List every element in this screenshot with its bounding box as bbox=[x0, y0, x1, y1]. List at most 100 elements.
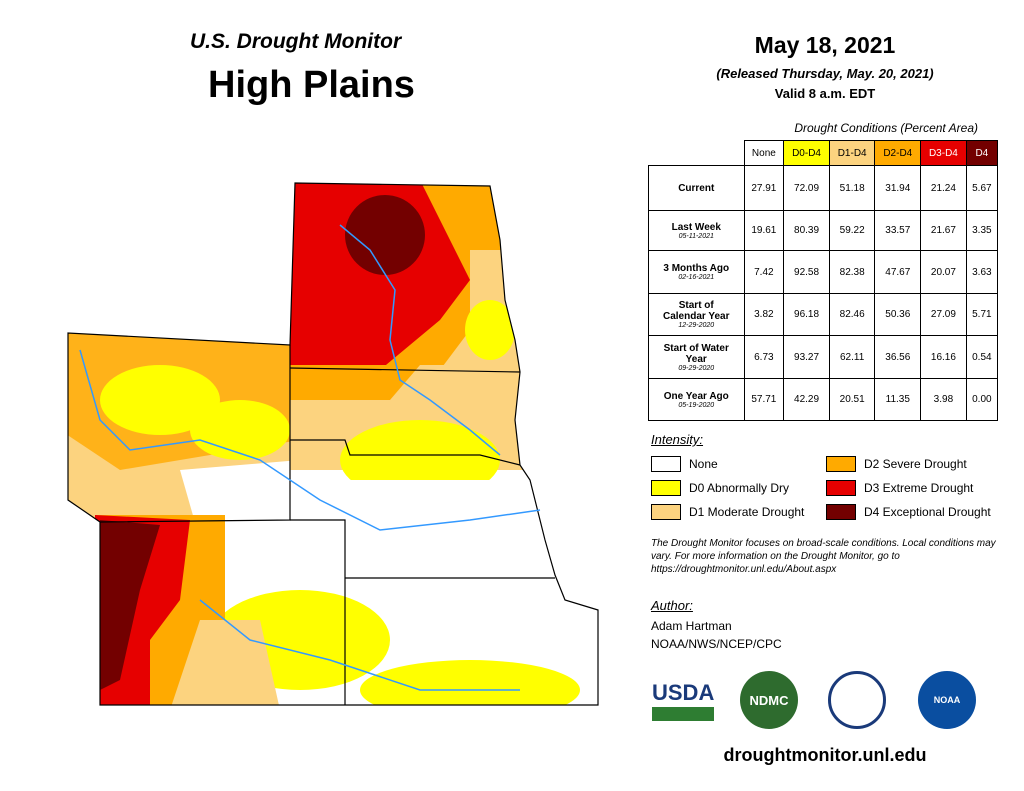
doc-logo bbox=[828, 671, 886, 729]
value-cell: 62.11 bbox=[828, 335, 876, 379]
row-sublabel: 12-29-2020 bbox=[678, 322, 715, 329]
value-cell: 5.67 bbox=[965, 165, 999, 211]
legend-label: D2 Severe Drought bbox=[864, 457, 967, 471]
row-sublabel: 05-19-2020 bbox=[678, 401, 715, 409]
value-cell: 20.07 bbox=[920, 250, 967, 294]
row-label: Current bbox=[648, 165, 745, 211]
value-cell: 96.18 bbox=[783, 293, 830, 336]
row-sublabel: 09-29-2020 bbox=[678, 364, 715, 372]
value-cell: 57.71 bbox=[743, 378, 785, 421]
value-cell: 47.67 bbox=[874, 250, 922, 294]
map bbox=[67, 182, 599, 706]
ndmc-logo: NDMC bbox=[740, 671, 798, 729]
legend-item: D4 Exceptional Drought bbox=[826, 500, 1011, 524]
value-cell: 72.09 bbox=[783, 165, 830, 211]
value-cell: 42.29 bbox=[783, 378, 830, 421]
row-label: Start of Calendar Year 12-29-2020 bbox=[648, 293, 745, 336]
row-label: Last Week 05-11-2021 bbox=[648, 210, 745, 251]
legend-item: D0 Abnormally Dry bbox=[651, 476, 826, 500]
value-cell: 93.27 bbox=[783, 335, 830, 379]
table-row: One Year Ago 05-19-2020 57.71 42.29 20.51 11.… bbox=[648, 378, 999, 421]
row-label: One Year Ago 05-19-2020 bbox=[648, 378, 745, 421]
value-cell: 36.56 bbox=[874, 335, 922, 379]
author-title: Author: bbox=[651, 598, 693, 613]
value-cell: 19.61 bbox=[743, 210, 785, 251]
row-label: 3 Months Ago 02-16-2021 bbox=[648, 250, 745, 294]
value-cell: 59.22 bbox=[828, 210, 876, 251]
valid: Valid 8 a.m. EDT bbox=[774, 86, 876, 101]
value-cell: 21.24 bbox=[920, 165, 967, 211]
value-cell: 6.73 bbox=[743, 335, 785, 379]
value-cell: 3.98 bbox=[920, 378, 967, 421]
table-row: Start of Calendar Year 12-29-2020 3.82 96.1… bbox=[648, 293, 999, 336]
legend-title: Intensity: bbox=[651, 432, 704, 447]
legend-swatch bbox=[651, 456, 681, 472]
value-cell: 3.82 bbox=[743, 293, 785, 336]
legend-item: D2 Severe Drought bbox=[826, 452, 1011, 476]
value-cell: 50.36 bbox=[874, 293, 922, 336]
row-label-text: Last Week bbox=[671, 221, 721, 233]
stats-table: None D0-D4 D1-D4 D2-D4 D3-D4 D4 Current 27.91 72… bbox=[648, 140, 999, 421]
legend-swatch bbox=[651, 480, 681, 496]
legend-label: D1 Moderate Drought bbox=[689, 505, 805, 519]
table-caption: Drought Conditions (Percent Area) bbox=[648, 121, 998, 135]
table-row: Last Week 05-11-2021 19.61 80.39 59.22 33.57 2… bbox=[648, 210, 999, 251]
row-label-text: Start of Calendar Year bbox=[662, 300, 730, 322]
note: The Drought Monitor focuses on broad-sca… bbox=[651, 538, 996, 575]
row-label-text: 3 Months Ago bbox=[663, 263, 730, 274]
value-cell: 80.39 bbox=[783, 210, 830, 251]
row-sublabel: 02-16-2021 bbox=[678, 274, 715, 281]
value-cell: 27.09 bbox=[920, 293, 967, 336]
legend-label: D3 Extreme Drought bbox=[864, 481, 974, 495]
legend-label: None bbox=[689, 457, 718, 471]
row-label: Start of Water Year 09-29-2020 bbox=[648, 335, 745, 379]
legend-item: D3 Extreme Drought bbox=[826, 476, 1011, 500]
table-row: Current 27.91 72.09 51.18 31.94 21.24 5.67 bbox=[648, 165, 999, 211]
usda-logo: USDA bbox=[652, 680, 715, 705]
legend-label: D4 Exceptional Drought bbox=[864, 505, 991, 519]
value-cell: 0.00 bbox=[965, 378, 999, 421]
row-label-text: Start of Water Year bbox=[663, 342, 729, 365]
column-header: D2-D4 bbox=[874, 140, 922, 166]
value-cell: 51.18 bbox=[828, 165, 876, 211]
column-header: D0-D4 bbox=[783, 140, 830, 166]
value-cell: 5.71 bbox=[965, 293, 999, 336]
corner-cell bbox=[648, 140, 745, 166]
region: High Plains bbox=[208, 64, 415, 106]
value-cell: 31.94 bbox=[874, 165, 922, 211]
column-header: None bbox=[743, 140, 785, 166]
column-header: D1-D4 bbox=[828, 140, 876, 166]
legend-item: D1 Moderate Drought bbox=[651, 500, 826, 524]
date: May 18, 2021 bbox=[754, 32, 896, 58]
value-cell: 27.91 bbox=[743, 165, 785, 211]
legend-item: None bbox=[651, 452, 826, 476]
legend-swatch bbox=[826, 480, 856, 496]
value-cell: 16.16 bbox=[920, 335, 967, 379]
value-cell: 3.63 bbox=[965, 250, 999, 294]
column-header: D4 bbox=[965, 140, 999, 166]
header-row: None D0-D4 D1-D4 D2-D4 D3-D4 D4 bbox=[648, 140, 999, 166]
value-cell: 20.51 bbox=[828, 378, 876, 421]
value-cell: 11.35 bbox=[874, 378, 922, 421]
usda-bar bbox=[652, 707, 714, 721]
value-cell: 92.58 bbox=[783, 250, 830, 294]
row-label-text: One Year Ago bbox=[663, 390, 729, 402]
noaa-logo: NOAA bbox=[918, 671, 976, 729]
value-cell: 82.38 bbox=[828, 250, 876, 294]
value-cell: 21.67 bbox=[920, 210, 967, 251]
legend-label: D0 Abnormally Dry bbox=[689, 481, 790, 495]
value-cell: 82.46 bbox=[828, 293, 876, 336]
row-label-text: Current bbox=[678, 182, 715, 194]
row-sublabel: 05-11-2021 bbox=[678, 232, 714, 240]
value-cell: 0.54 bbox=[965, 335, 999, 379]
value-cell: 7.42 bbox=[743, 250, 785, 294]
column-header: D3-D4 bbox=[920, 140, 967, 166]
caption-text: Drought Conditions (Percent Area) bbox=[794, 121, 978, 135]
value-cell: 33.57 bbox=[874, 210, 922, 251]
legend-swatch bbox=[826, 504, 856, 520]
legend-swatch bbox=[826, 456, 856, 472]
author-org: NOAA/NWS/NCEP/CPC bbox=[651, 637, 782, 651]
table-row: 3 Months Ago 02-16-2021 7.42 92.58 82.38 47.6… bbox=[648, 250, 999, 294]
value-cell: 3.35 bbox=[965, 210, 999, 251]
